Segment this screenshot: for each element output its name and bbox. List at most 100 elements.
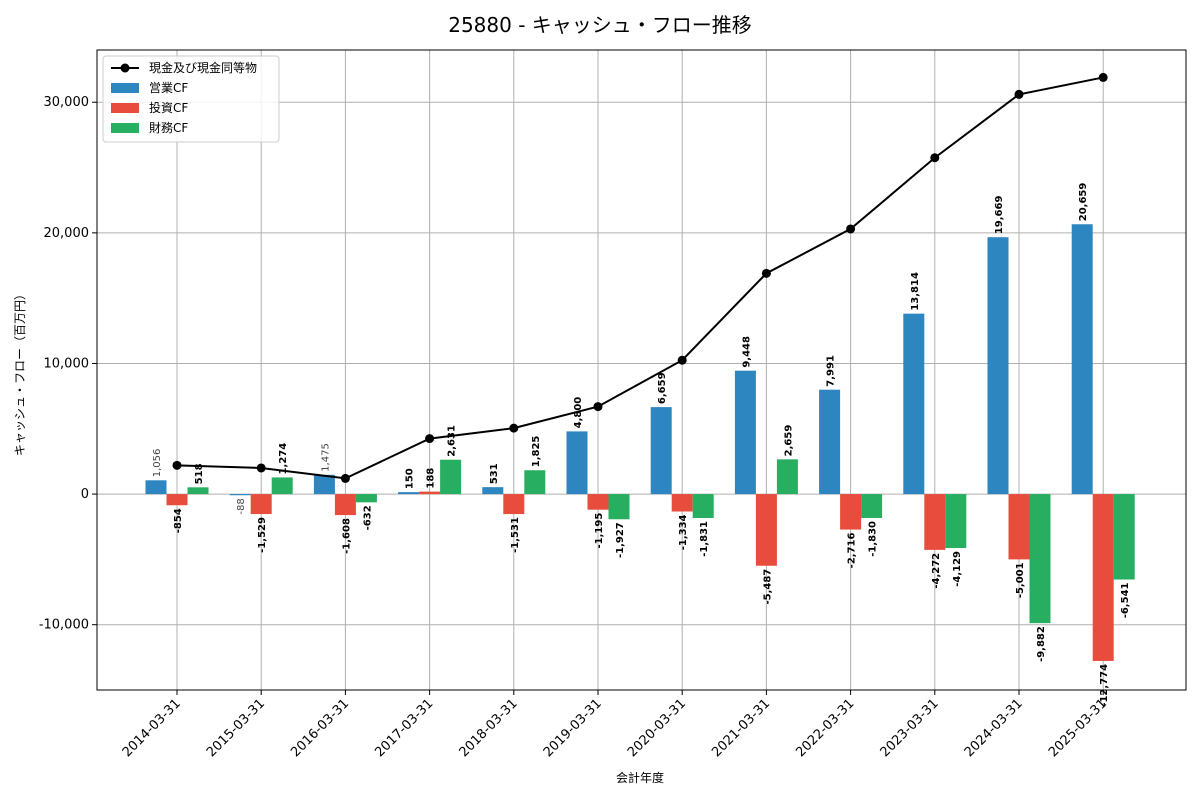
x-tick-label: 2017-03-31 [372,696,436,760]
bar-value-label: 20,659 [1078,183,1089,222]
x-tick-label: 2015-03-31 [204,696,268,760]
bar-operating [650,407,672,495]
bar-operating [482,487,504,495]
bar-value-label: 1,056 [152,449,163,478]
bar-value-label: -1,830 [868,521,879,557]
legend-entry: 営業CF [149,81,188,95]
bar-investing [924,494,946,550]
bar-value-label: -1,831 [699,521,710,557]
legend-swatch-marker [120,63,130,73]
bar-value-label: 531 [489,463,500,484]
bar-value-label: -5,487 [762,569,773,605]
cash-line-point [256,463,266,473]
bar-value-label: 4,800 [573,397,584,429]
x-tick-label: 2021-03-31 [709,696,773,760]
cash-line-point [1014,89,1024,99]
y-tick-label: 0 [81,487,89,502]
bar-investing [419,491,441,495]
cash-line-point [425,434,435,444]
bar-value-label: 518 [194,463,205,484]
bar-financing [1029,494,1051,624]
bar-value-label: -9,882 [1036,626,1047,662]
legend-swatch-bar [111,123,139,133]
bar-operating [903,313,925,495]
bar-value-label: 6,659 [657,372,668,404]
bar-value-label: 2,659 [783,425,794,457]
bar-labels: 1,056 -88 1,475 150 531 4,800 6,659 9,448 7,991 1… [152,183,1131,707]
cash-line-point [930,153,940,163]
bar-investing [755,494,777,566]
y-tick-label: -10,000 [39,618,89,633]
bar-value-label: -1,334 [678,514,689,550]
chart-title: 25880 - キャッシュ・フロー推移 [448,13,752,37]
legend-entry: 現金及び現金同等物 [149,60,257,75]
bar-financing [1113,494,1135,580]
bar-financing [187,487,209,495]
bar-operating [145,480,167,495]
bar-financing [608,494,630,520]
cash-line-point [172,460,182,470]
x-tick-label: 2016-03-31 [288,696,352,760]
y-tick-label: 20,000 [44,226,90,241]
bar-value-label: 9,448 [741,336,752,368]
bar-investing [334,494,356,516]
bar-value-label: -6,541 [1120,582,1131,618]
x-tick-label: 2019-03-31 [541,696,605,760]
cash-line-path [176,76,1104,480]
bar-financing [355,494,377,503]
bar-value-label: -5,001 [1015,562,1026,598]
legend-swatch-bar [111,83,139,93]
bar-operating [1071,224,1093,495]
bar-operating [987,237,1009,495]
cash-line-point [846,224,856,234]
x-tick-label: 2014-03-31 [120,696,184,760]
x-axis-label: 会計年度 [616,770,664,785]
bar-investing [671,494,693,512]
bar-investing [503,494,525,515]
bar-investing [1092,494,1114,661]
x-tick-label: 2018-03-31 [457,696,521,760]
bar-value-label: 19,669 [994,196,1005,235]
y-tick-label: 30,000 [44,95,90,110]
x-tick-label: 2020-03-31 [625,696,689,760]
bar-value-label: -1,195 [594,513,605,549]
bar-value-label: 1,475 [320,443,331,472]
bar-financing [440,459,462,495]
bar-value-label: -632 [362,505,373,530]
bar-financing [692,494,714,518]
bar-value-label: 188 [426,468,437,489]
legend-box [102,55,280,143]
x-tick-label: 2023-03-31 [878,696,942,760]
bar-value-label: -88 [236,498,247,514]
grid [97,50,1186,690]
cash-line-point [761,268,771,278]
bar-value-label: 150 [405,468,416,489]
legend-swatch-bar [111,103,139,113]
bar-financing [945,494,967,549]
bar-financing [776,459,798,495]
bar-operating [229,494,251,496]
bar-value-label: 2,631 [447,425,458,457]
y-axis-label: キャッシュ・フロー（百万円） [13,288,27,456]
bar-value-label: -4,129 [952,551,963,587]
cash-line-point [593,402,603,412]
bars [145,224,1135,661]
bar-value-label: -1,531 [510,517,521,553]
plot-frame [96,49,1187,691]
bar-financing [524,470,546,495]
bar-operating [734,370,756,495]
bar-investing [1008,494,1030,560]
cash-line-point [509,423,519,433]
bar-operating [819,389,841,495]
cash-line-point [340,473,350,483]
bar-value-label: 1,825 [531,436,542,468]
bar-value-label: 13,814 [910,272,921,311]
bar-value-label: -4,272 [931,553,942,589]
bar-value-label: -2,716 [847,533,858,569]
bar-investing [587,494,609,510]
bar-value-label: -1,608 [341,518,352,554]
bar-value-label: -12,774 [1099,664,1110,707]
cash-line-point [677,355,687,365]
bar-financing [861,494,883,518]
